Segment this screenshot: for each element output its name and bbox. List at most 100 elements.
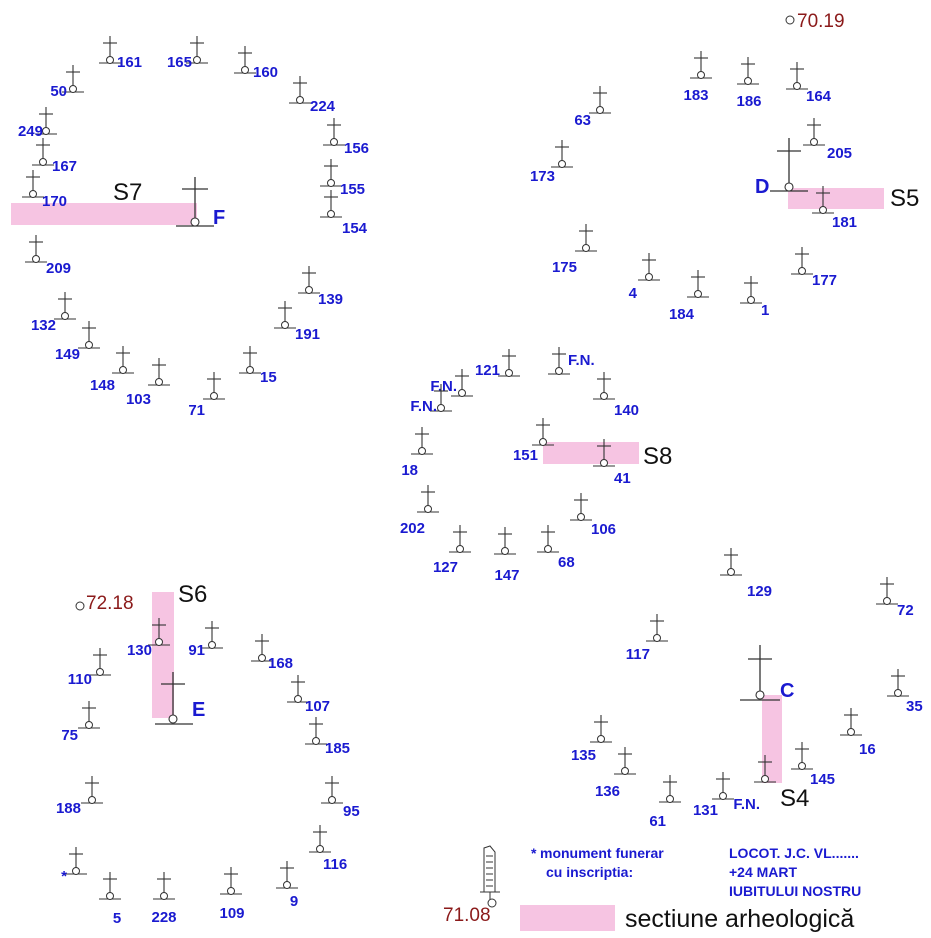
grave-cross-icon [570,493,592,521]
grave-cross-icon [289,76,311,104]
grave-number-label: 50 [50,83,67,100]
grave-number-label: 151 [513,447,538,464]
legend-inscription-line1: LOCOT. J.C. VL....... [729,845,859,861]
grave-cross-icon [203,372,225,400]
grave-cross-icon [498,349,520,377]
grave-number-label: 16 [859,741,876,758]
grave-cross-icon [791,742,813,770]
section-label-s7: S7 [113,179,142,206]
grave-cross-icon [548,347,570,375]
grave-cross-icon [411,427,433,455]
grave-cross-icon [276,861,298,889]
grave-number-label: 135 [571,747,596,764]
grave-cross-icon [786,62,808,90]
grave-number-label: 185 [325,740,350,757]
grave-cross-icon [148,358,170,386]
elevation-point-icon [786,16,794,24]
grave-cross-icon [54,292,76,320]
legend-inscription-line2: +24 MART [729,864,798,880]
grave-number-label: 188 [56,800,81,817]
grave-number-label: 177 [812,272,837,289]
section-rect-s7 [11,203,197,225]
grave-cross-icon [690,51,712,79]
grave-number-label: 205 [827,145,852,162]
grave-number-label: 184 [669,306,695,323]
grave-cross-icon [720,548,742,576]
large-cross-label-f: F [213,207,225,229]
grave-number-label: 202 [400,520,425,537]
grave-number-label: 9 [290,893,298,910]
grave-cross-icon [803,118,825,146]
grave-number-label: 107 [305,698,330,715]
grave-cross-icon [99,872,121,900]
elevation-70-19: 70.19 [797,11,845,32]
grave-number-label: 173 [530,168,555,185]
grave-number-label: 181 [832,214,857,231]
grave-number-label: 61 [649,813,666,830]
large-cross-label-c: C [780,680,794,702]
grave-cross-icon [321,776,343,804]
grave-number-label: 224 [310,98,336,115]
grave-number-label: 110 [68,671,92,688]
grave-number-label: 161 [117,54,142,71]
grave-number-label: 130 [127,642,152,659]
section-label-s4: S4 [780,785,809,812]
grave-cross-icon [887,669,909,697]
grave-number-label: 15 [260,369,277,386]
grave-cross-icon [320,190,342,218]
grave-cross-icon [417,485,439,513]
grave-cross-icon [712,772,734,800]
grave-number-label: 41 [614,470,631,487]
grave-number-label: 228 [151,909,176,926]
grave-cross-icon [309,825,331,853]
large-cross-label-e: E [192,699,205,721]
grave-number-label: 63 [574,112,591,129]
grave-number-label: * [61,868,67,885]
grave-number-label: 127 [433,559,458,576]
grave-number-label: 1 [761,302,769,319]
grave-number-label: 175 [552,259,577,276]
grave-number-label: 129 [747,583,772,600]
section-label-s6: S6 [178,581,207,608]
grave-number-label: 165 [167,54,192,71]
grave-number-label: F.N. [430,378,457,395]
grave-cross-icon [840,708,862,736]
grave-cross-icon [876,577,898,605]
grave-number-label: 160 [253,64,278,81]
grave-number-label: 116 [323,856,347,873]
section-rect-s6 [152,592,174,718]
grave-number-label: 209 [46,260,71,277]
grave-cross-icon [737,57,759,85]
grave-number-label: 136 [595,783,620,800]
monument-icon [480,846,500,907]
section-label-s8: S8 [643,443,672,470]
grave-cross-icon [593,372,615,400]
grave-number-label: 121 [475,362,500,379]
grave-number-label: 95 [343,803,360,820]
grave-cross-icon [687,270,709,298]
grave-cross-icon [274,301,296,329]
grave-cross-icon [65,847,87,875]
section-label-s5: S5 [890,185,919,212]
grave-cross-icon [659,775,681,803]
grave-number-label: 148 [90,377,115,394]
grave-cross-icon [532,418,554,446]
grave-cross-icon [305,717,327,745]
grave-cross-icon [791,247,813,275]
grave-cross-icon [112,346,134,374]
grave-number-label: 167 [52,158,77,175]
grave-number-label: 183 [683,87,708,104]
grave-cross-icon [740,276,762,304]
grave-number-label: 106 [591,521,616,538]
large-cross-label-d: D [755,176,769,198]
legend-section-swatch [520,905,615,931]
grave-number-label: 186 [736,93,761,110]
grave-number-label: 109 [219,905,244,922]
grave-cross-icon [589,86,611,114]
grave-cross-icon [78,701,100,729]
grave-cross-icon [575,224,597,252]
grave-number-label: 168 [268,655,293,672]
grave-number-label: 155 [340,181,365,198]
elevation-71-08: 71.08 [443,905,491,926]
grave-cross-icon [646,614,668,642]
